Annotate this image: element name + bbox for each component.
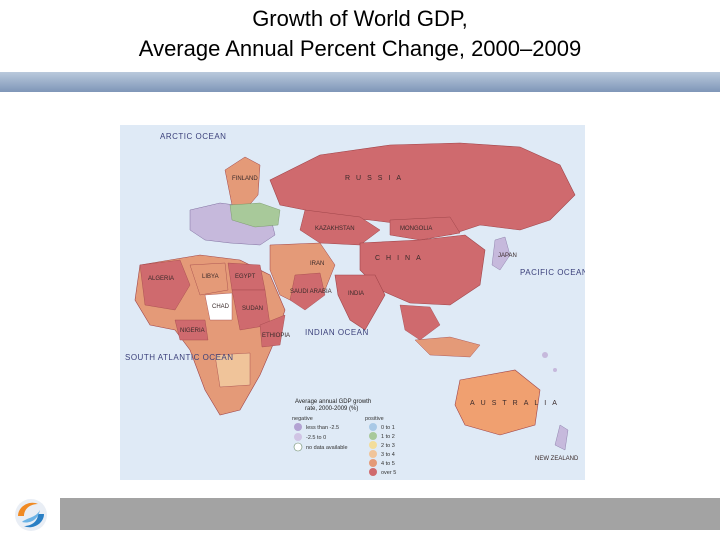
country-nigeria [174, 319, 209, 341]
country-india [334, 274, 386, 331]
label-chad: CHAD [212, 304, 230, 310]
label-south-atlantic-ocean: SOUTH ATLANTIC OCEAN [125, 353, 234, 362]
country-japan [491, 236, 511, 271]
country-australia [454, 369, 541, 436]
title-line-1: Growth of World GDP, [252, 6, 468, 31]
legend-negative-item-3: no data available [306, 445, 348, 451]
legend-swatch-no-data [293, 442, 303, 452]
legend-positive-item-4: 3 to 4 [381, 452, 395, 458]
label-indian-ocean: INDIAN OCEAN [305, 328, 369, 337]
label-saudi-arabia: SAUDI ARABIA [290, 289, 332, 295]
legend-negative-item-2: -2.5 to 0 [306, 435, 326, 441]
label-australia: AUSTRALIA [470, 400, 563, 407]
country-libya [189, 262, 229, 296]
label-new-zealand: NEW ZEALAND [535, 456, 579, 462]
island-pacific-1 [542, 352, 548, 358]
legend-positive-header: positive [365, 416, 384, 422]
label-iran: IRAN [310, 261, 324, 267]
page-title: Growth of World GDP, Average Annual Perc… [0, 4, 720, 64]
label-kazakhstan: KAZAKHSTAN [315, 226, 355, 232]
legend-positive-item-3: 2 to 3 [381, 443, 395, 449]
label-russia: RUSSIA [345, 175, 407, 182]
legend-swatch-positive-6 [369, 468, 377, 476]
country-mongolia [389, 216, 461, 241]
country-saudi-arabia [289, 272, 326, 311]
legend-positive-item-6: over 5 [381, 470, 396, 476]
map-legend: Average annual GDP growth rate, 2000-200… [292, 399, 396, 476]
legend-swatch-positive-3 [369, 441, 377, 449]
region-eastern-europe [229, 202, 281, 228]
region-southern-africa [214, 352, 251, 388]
label-japan: JAPAN [498, 253, 517, 259]
label-finland: FINLAND [232, 176, 258, 182]
country-chad [204, 292, 233, 321]
label-mongolia: MONGOLIA [400, 226, 432, 232]
label-libya: LIBYA [202, 274, 219, 280]
label-egypt: EGYPT [235, 274, 256, 280]
label-sudan: SUDAN [242, 306, 263, 312]
legend-swatch-positive-4 [369, 450, 377, 458]
region-indonesia [414, 336, 481, 358]
legend-positive-item-5: 4 to 5 [381, 461, 395, 467]
country-new-zealand [554, 424, 569, 451]
label-algeria: ALGERIA [148, 276, 174, 282]
legend-title-line-1: Average annual GDP growth [295, 399, 371, 405]
legend-negative-item-1: less than -2.5 [306, 425, 339, 431]
header-divider-bar [0, 72, 720, 92]
title-line-2: Average Annual Percent Change, 2000–2009 [138, 36, 582, 61]
region-southeast-asia [399, 304, 441, 341]
legend-swatch-negative-2 [294, 433, 302, 441]
country-ethiopia [259, 314, 286, 348]
footer-bar [60, 498, 720, 530]
country-scandinavia [224, 156, 261, 211]
legend-swatch-positive-2 [369, 432, 377, 440]
legend-swatch-positive-1 [369, 423, 377, 431]
island-pacific-2 [553, 368, 557, 372]
label-india: INDIA [348, 291, 364, 297]
label-nigeria: NIGERIA [180, 328, 205, 334]
country-algeria [139, 259, 191, 311]
legend-positive-item-1: 0 to 1 [381, 425, 395, 431]
label-china: CHINA [375, 255, 427, 262]
label-ethiopia: ETHIOPIA [262, 333, 290, 339]
label-arctic-ocean: ARCTIC OCEAN [160, 132, 226, 141]
legend-title-line-2: rate, 2000-2009 (%) [305, 406, 358, 412]
swirl-logo-icon [12, 496, 50, 534]
legend-positive-item-2: 1 to 2 [381, 434, 395, 440]
label-pacific-ocean: PACIFIC OCEAN [520, 268, 585, 277]
world-gdp-map: ARCTIC OCEAN SOUTH ATLANTIC OCEAN INDIAN… [120, 125, 585, 480]
legend-negative-header: negative [292, 416, 313, 422]
legend-swatch-negative-1 [294, 423, 302, 431]
legend-swatch-positive-5 [369, 459, 377, 467]
